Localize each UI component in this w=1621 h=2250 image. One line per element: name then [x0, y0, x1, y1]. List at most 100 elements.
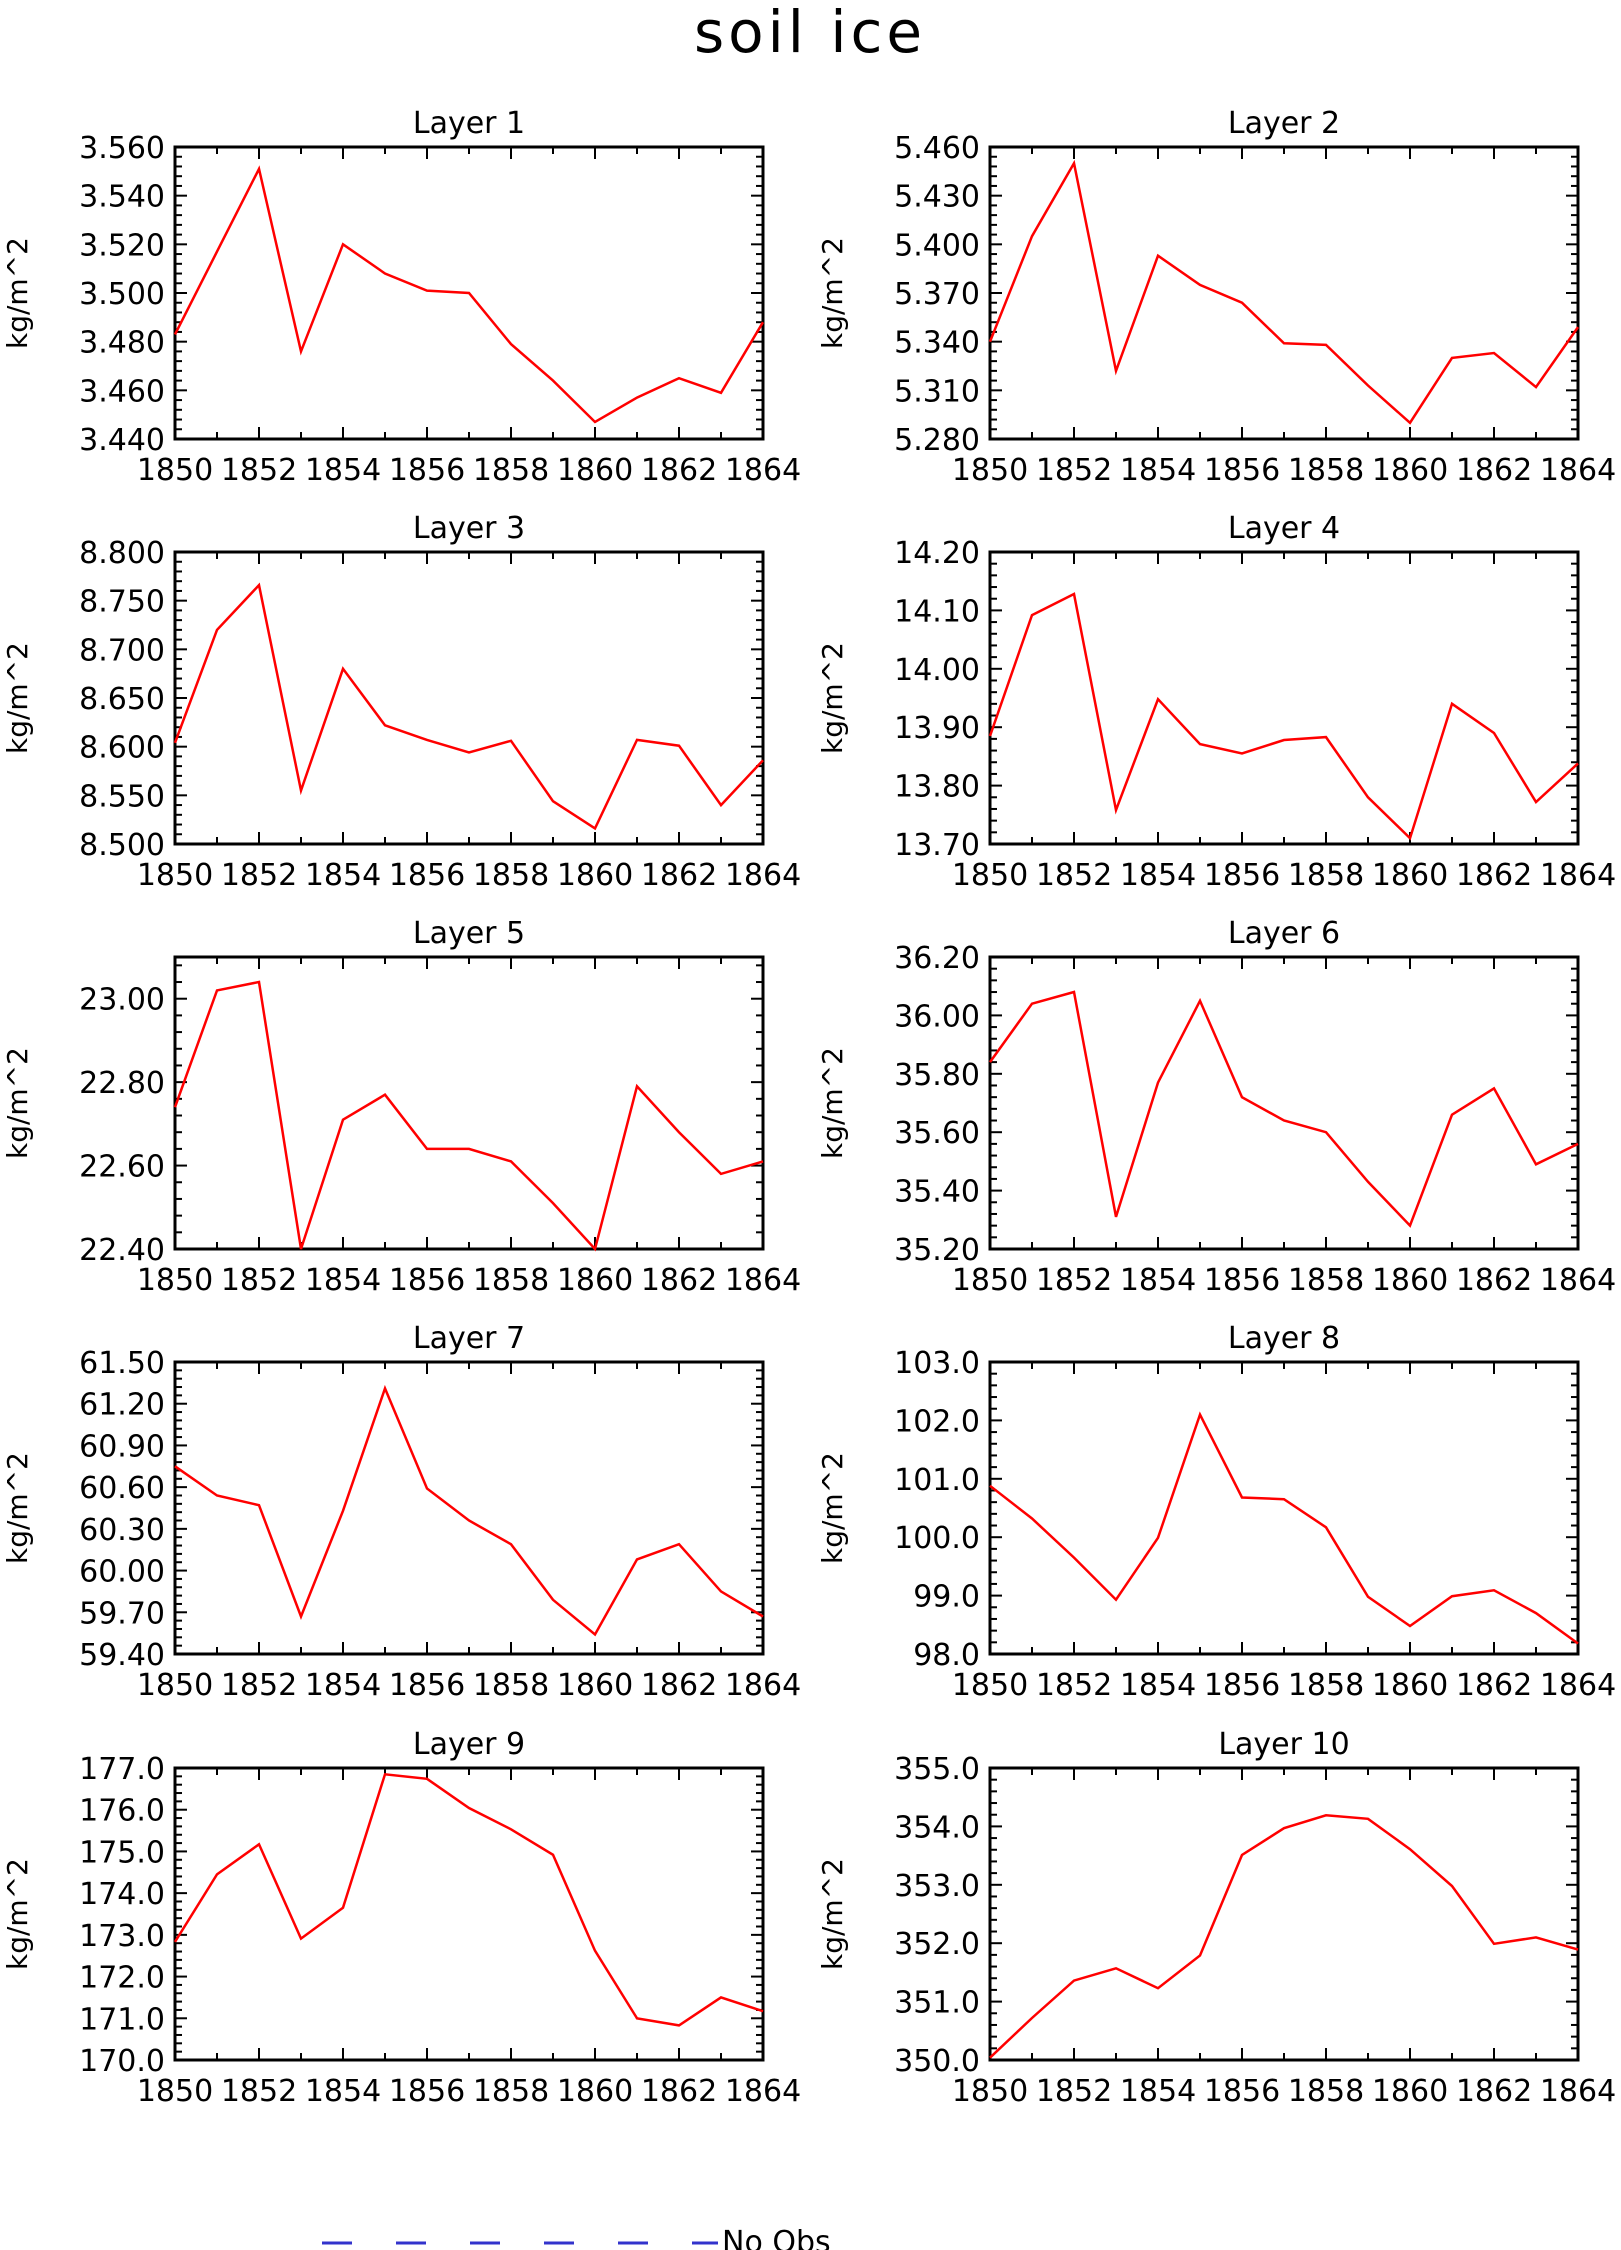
y-axis-label: kg/m^2	[1, 1452, 34, 1564]
x-tick-label: 1856	[1204, 2074, 1280, 2109]
x-tick-label: 1852	[1036, 1668, 1112, 1703]
y-tick-label: 5.430	[894, 180, 980, 215]
y-tick-label: 5.460	[894, 131, 980, 166]
plot-frame	[173, 1360, 765, 1656]
x-tick-label: 1858	[473, 2074, 549, 2109]
series-line	[173, 582, 764, 831]
y-tick-label: 8.550	[79, 779, 165, 814]
y-tick-label: 103.0	[894, 1346, 980, 1381]
y-tick-label: 14.20	[894, 536, 980, 571]
x-tick-label: 1860	[557, 2074, 633, 2109]
y-tick-label: 175.0	[79, 1835, 165, 1870]
y-tick-label: 13.90	[894, 711, 980, 746]
y-tick-label: 177.0	[79, 1752, 165, 1787]
y-tick-label: 353.0	[894, 1869, 980, 1904]
plot-frame	[988, 955, 1580, 1251]
x-tick-label: 1854	[305, 858, 381, 893]
x-tick-label: 1854	[1120, 2074, 1196, 2109]
y-tick-label: 98.0	[913, 1638, 980, 1673]
legend-label: No Obs	[722, 2225, 831, 2250]
x-tick-label: 1850	[137, 858, 213, 893]
x-tick-label: 1862	[1456, 453, 1532, 488]
x-tick-label: 1856	[389, 1668, 465, 1703]
y-tick-label: 8.650	[79, 682, 165, 717]
series-line	[174, 1384, 764, 1637]
y-tick-label: 170.0	[79, 2044, 165, 2079]
y-tick-label: 99.0	[913, 1580, 980, 1615]
panel-title: Layer 1	[413, 106, 525, 141]
panel-title: Layer 4	[1228, 511, 1340, 546]
series-line	[173, 980, 764, 1252]
y-tick-label: 13.70	[894, 828, 980, 863]
y-tick-label: 59.40	[79, 1638, 165, 1673]
y-tick-label: 5.340	[894, 326, 980, 361]
y-tick-label: 14.00	[894, 653, 980, 688]
x-tick-label: 1856	[389, 2074, 465, 2109]
y-tick-label: 8.500	[79, 828, 165, 863]
y-axis-label: kg/m^2	[816, 1858, 849, 1970]
x-tick-label: 1864	[1540, 1263, 1616, 1298]
x-tick-label: 1860	[1372, 1263, 1448, 1298]
y-tick-label: 352.0	[894, 1927, 980, 1962]
y-tick-label: 5.400	[894, 228, 980, 263]
figure-title: soil ice	[694, 0, 926, 66]
panel-title: Layer 8	[1228, 1321, 1340, 1356]
plot-frame	[173, 1766, 765, 2062]
x-tick-label: 1850	[137, 2074, 213, 2109]
x-tick-label: 1862	[641, 858, 717, 893]
y-tick-label: 60.00	[79, 1555, 165, 1590]
y-axis-label: kg/m^2	[1, 1858, 34, 1970]
y-tick-label: 60.60	[79, 1471, 165, 1506]
y-tick-label: 3.500	[79, 277, 165, 312]
y-axis-label: kg/m^2	[816, 642, 849, 754]
y-tick-label: 22.60	[79, 1150, 165, 1185]
y-tick-label: 102.0	[894, 1404, 980, 1439]
x-tick-label: 1858	[1288, 453, 1364, 488]
series-line	[173, 165, 765, 424]
y-tick-label: 351.0	[894, 1986, 980, 2021]
x-tick-label: 1856	[1204, 453, 1280, 488]
x-tick-label: 1854	[1120, 1668, 1196, 1703]
y-tick-label: 100.0	[894, 1521, 980, 1556]
y-tick-label: 60.30	[79, 1513, 165, 1548]
series-line	[988, 592, 1579, 841]
x-tick-label: 1858	[473, 858, 549, 893]
series-line	[988, 159, 1580, 425]
y-tick-label: 60.90	[79, 1429, 165, 1464]
x-tick-label: 1852	[221, 1668, 297, 1703]
x-tick-label: 1850	[137, 1263, 213, 1298]
y-tick-label: 8.600	[79, 731, 165, 766]
series-line	[173, 1772, 764, 2027]
x-tick-label: 1850	[137, 1668, 213, 1703]
panel-title: Layer 5	[413, 916, 525, 951]
x-tick-label: 1852	[221, 453, 297, 488]
x-tick-label: 1856	[389, 858, 465, 893]
x-tick-label: 1850	[952, 2074, 1028, 2109]
y-tick-label: 35.20	[894, 1233, 980, 1268]
x-tick-label: 1856	[1204, 1263, 1280, 1298]
x-tick-label: 1862	[1456, 1668, 1532, 1703]
x-tick-label: 1850	[952, 858, 1028, 893]
y-tick-label: 13.80	[894, 770, 980, 805]
y-tick-label: 23.00	[79, 983, 165, 1018]
x-tick-label: 1852	[221, 1263, 297, 1298]
x-tick-label: 1858	[1288, 1263, 1364, 1298]
y-tick-label: 176.0	[79, 1794, 165, 1829]
x-tick-label: 1854	[1120, 1263, 1196, 1298]
panel-title: Layer 7	[413, 1321, 525, 1356]
x-tick-label: 1856	[1204, 1668, 1280, 1703]
x-tick-label: 1850	[952, 1263, 1028, 1298]
x-tick-label: 1852	[1036, 453, 1112, 488]
x-tick-label: 1854	[305, 1263, 381, 1298]
x-tick-label: 1858	[1288, 858, 1364, 893]
series-line	[988, 990, 1579, 1228]
y-tick-label: 61.50	[79, 1346, 165, 1381]
y-tick-label: 8.750	[79, 585, 165, 620]
x-tick-label: 1860	[557, 1668, 633, 1703]
y-axis-label: kg/m^2	[816, 237, 849, 349]
